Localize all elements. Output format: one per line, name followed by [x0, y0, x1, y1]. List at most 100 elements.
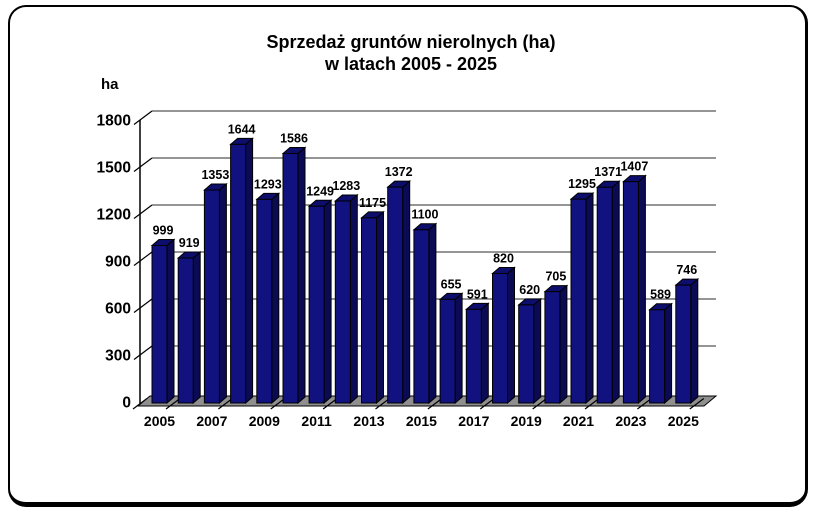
bar-2005	[150, 238, 176, 405]
bar-value-label: 746	[676, 263, 697, 277]
bar-side-face	[533, 297, 542, 405]
bar-value-label: 705	[545, 270, 566, 284]
bar-side-face	[480, 302, 489, 405]
bar-2007	[203, 182, 228, 405]
bar-side-face	[637, 174, 646, 405]
bar-2019	[517, 297, 543, 405]
bar-value-label: 820	[493, 252, 514, 266]
y-axis-tick	[133, 157, 153, 172]
y-axis-tick	[133, 204, 153, 219]
bar-value-label: 620	[519, 283, 540, 297]
bar-front-face	[177, 257, 194, 404]
bar-side-face	[166, 238, 175, 405]
bar-front-face	[492, 273, 508, 404]
bar-front-face	[203, 189, 220, 404]
bar-front-face	[649, 309, 666, 404]
x-axis-label: 2011	[301, 413, 332, 429]
bar-front-face	[256, 198, 273, 404]
bar-2020	[543, 284, 569, 405]
bar-value-label: 1371	[594, 165, 622, 179]
bar-side-face	[402, 180, 411, 405]
x-axis-label: 2015	[406, 413, 437, 429]
bar-front-face	[334, 200, 351, 404]
x-axis-tick	[532, 398, 548, 410]
bar-2021	[569, 192, 595, 405]
x-axis-tick	[375, 398, 390, 410]
y-axis-label: 1800	[97, 113, 131, 130]
x-axis-tick	[165, 398, 181, 410]
bar-front-face	[387, 186, 404, 404]
y-axis-tick	[133, 110, 153, 125]
x-axis-label: 2021	[563, 413, 594, 429]
bar-side-face	[218, 182, 227, 405]
bar-front-face	[622, 181, 639, 404]
bar-value-label: 1586	[280, 132, 308, 146]
y-axis-label: 900	[105, 254, 131, 271]
x-axis-label: 2019	[511, 413, 542, 429]
bar-front-face	[151, 245, 168, 404]
bar-value-label: 1295	[568, 177, 596, 191]
bar-2006	[176, 250, 202, 405]
x-axis-tick	[637, 398, 652, 410]
chart-subtitle: w latach 2005 - 2025	[324, 54, 498, 74]
bar-value-label: 1283	[332, 179, 360, 193]
bar-side-face	[271, 192, 280, 405]
y-axis-label: 600	[105, 301, 131, 318]
bar-2012	[333, 193, 359, 405]
x-axis-label: 2023	[615, 413, 646, 429]
x-axis-tick	[427, 398, 443, 410]
bar-front-face	[596, 186, 613, 404]
x-axis-tick	[218, 398, 233, 410]
bar-2018	[491, 266, 516, 405]
bar-side-face	[349, 193, 358, 405]
bar-value-label: 1407	[620, 160, 648, 174]
bar-front-face	[518, 304, 535, 404]
bar-2017	[464, 302, 490, 405]
bar-2024	[648, 302, 673, 405]
bar-side-face	[428, 222, 437, 405]
bar-front-face	[361, 217, 377, 404]
bar-side-face	[664, 302, 673, 405]
x-axis-tick	[689, 398, 705, 410]
bar-2010	[281, 146, 307, 405]
y-axis-tick	[133, 251, 153, 266]
bar-side-face	[245, 137, 254, 405]
bar-side-face	[585, 192, 594, 405]
bar-side-face	[507, 266, 515, 405]
bar-side-face	[192, 250, 201, 405]
bar-value-label: 1175	[359, 196, 386, 210]
bar-value-label: 1100	[411, 208, 438, 222]
bar-front-face	[413, 229, 430, 404]
x-axis-label: 2013	[353, 413, 384, 429]
bar-side-face	[611, 180, 620, 405]
bar-value-label: 1372	[385, 165, 413, 179]
y-axis-tick	[133, 298, 153, 313]
bar-side-face	[690, 278, 699, 405]
bar-front-face	[570, 198, 587, 404]
bar-2014	[386, 180, 412, 405]
bar-side-face	[559, 284, 568, 405]
bar-value-label: 655	[441, 277, 462, 291]
bar-front-face	[308, 205, 325, 404]
bar-2022	[595, 180, 621, 405]
bar-2013	[360, 210, 385, 405]
bar-value-label: 1249	[306, 184, 334, 198]
y-axis-tick	[133, 345, 153, 360]
bar-side-face	[454, 292, 463, 405]
x-axis-label: 2007	[196, 413, 227, 429]
bar-2008	[229, 137, 254, 405]
bar-side-face	[376, 210, 384, 405]
chart-title: Sprzedaż gruntów nierolnych (ha)	[266, 32, 556, 52]
x-axis-label: 2025	[668, 413, 699, 429]
x-axis-tick	[270, 398, 286, 410]
bar-front-face	[282, 153, 299, 404]
x-axis-label: 2005	[144, 413, 175, 429]
y-axis-unit-label: ha	[101, 76, 119, 93]
bar-front-face	[230, 143, 247, 404]
bar-front-face	[675, 284, 692, 404]
y-axis-label: 0	[122, 395, 131, 412]
bar-value-label: 1353	[201, 168, 229, 182]
bar-2015	[412, 222, 438, 405]
bar-2011	[307, 199, 333, 405]
